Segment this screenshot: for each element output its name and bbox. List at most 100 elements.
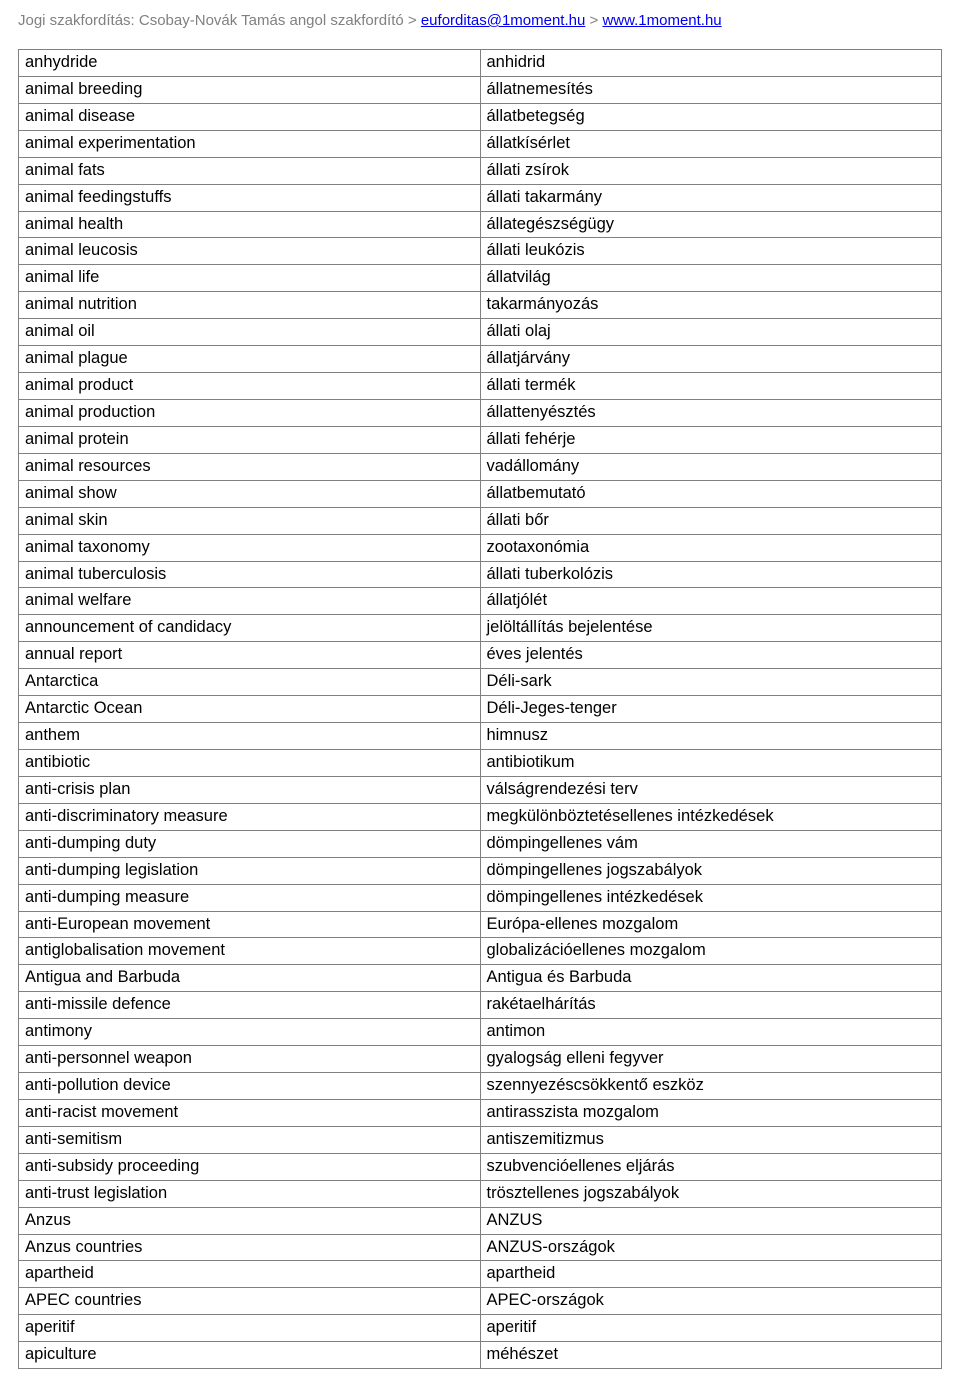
table-row: antimonyantimon: [19, 1019, 942, 1046]
term-english: anti-subsidy proceeding: [19, 1153, 481, 1180]
table-row: Antarctic OceanDéli-Jeges-tenger: [19, 696, 942, 723]
term-english: annual report: [19, 642, 481, 669]
term-hungarian: szubvencióellenes eljárás: [480, 1153, 942, 1180]
table-row: anti-dumping measuredömpingellenes intéz…: [19, 884, 942, 911]
table-row: animal feedingstuffsállati takarmány: [19, 184, 942, 211]
table-row: AnzusANZUS: [19, 1207, 942, 1234]
table-row: APEC countriesAPEC-országok: [19, 1288, 942, 1315]
term-english: animal feedingstuffs: [19, 184, 481, 211]
term-hungarian: állati bőr: [480, 507, 942, 534]
table-row: animal experimentationállatkísérlet: [19, 130, 942, 157]
term-hungarian: ANZUS: [480, 1207, 942, 1234]
term-hungarian: himnusz: [480, 723, 942, 750]
term-english: animal leucosis: [19, 238, 481, 265]
term-english: anti-trust legislation: [19, 1180, 481, 1207]
term-hungarian: zootaxonómia: [480, 534, 942, 561]
term-hungarian: Antigua és Barbuda: [480, 965, 942, 992]
term-hungarian: antimon: [480, 1019, 942, 1046]
term-english: APEC countries: [19, 1288, 481, 1315]
table-row: animal proteinállati fehérje: [19, 426, 942, 453]
term-english: animal breeding: [19, 76, 481, 103]
table-row: animal skinállati bőr: [19, 507, 942, 534]
term-hungarian: Európa-ellenes mozgalom: [480, 911, 942, 938]
term-english: anti-discriminatory measure: [19, 803, 481, 830]
term-hungarian: állati termék: [480, 373, 942, 400]
term-english: animal show: [19, 480, 481, 507]
term-english: animal health: [19, 211, 481, 238]
term-english: antimony: [19, 1019, 481, 1046]
term-english: animal production: [19, 399, 481, 426]
term-hungarian: Déli-sark: [480, 669, 942, 696]
term-english: animal welfare: [19, 588, 481, 615]
term-hungarian: méhészet: [480, 1342, 942, 1369]
table-row: animal lifeállatvilág: [19, 265, 942, 292]
term-hungarian: dömpingellenes intézkedések: [480, 884, 942, 911]
term-hungarian: dömpingellenes vám: [480, 830, 942, 857]
term-english: anti-dumping legislation: [19, 857, 481, 884]
term-hungarian: szennyezéscsökkentő eszköz: [480, 1073, 942, 1100]
table-row: animal oilállati olaj: [19, 319, 942, 346]
table-row: animal welfareállatjólét: [19, 588, 942, 615]
term-english: anti-personnel weapon: [19, 1046, 481, 1073]
term-hungarian: állatjólét: [480, 588, 942, 615]
table-row: anti-crisis planválságrendezési terv: [19, 776, 942, 803]
table-row: antiglobalisation movementglobalizációel…: [19, 938, 942, 965]
term-hungarian: anhidrid: [480, 50, 942, 77]
table-row: anhydrideanhidrid: [19, 50, 942, 77]
header-email-link[interactable]: euforditas@1moment.hu: [421, 12, 585, 29]
term-english: apiculture: [19, 1342, 481, 1369]
term-hungarian: állatkísérlet: [480, 130, 942, 157]
content-area: anhydrideanhidridanimal breedingállatnem…: [0, 37, 960, 1369]
term-english: animal protein: [19, 426, 481, 453]
table-row: anthemhimnusz: [19, 723, 942, 750]
term-english: animal disease: [19, 103, 481, 130]
term-hungarian: aperitif: [480, 1315, 942, 1342]
table-row: animal healthállategészségügy: [19, 211, 942, 238]
term-hungarian: gyalogság elleni fegyver: [480, 1046, 942, 1073]
term-english: anti-racist movement: [19, 1099, 481, 1126]
table-row: animal taxonomyzootaxonómia: [19, 534, 942, 561]
term-english: anthem: [19, 723, 481, 750]
term-english: Antigua and Barbuda: [19, 965, 481, 992]
term-hungarian: állategészségügy: [480, 211, 942, 238]
table-row: Antigua and BarbudaAntigua és Barbuda: [19, 965, 942, 992]
term-english: anti-dumping duty: [19, 830, 481, 857]
header-url-link[interactable]: www.1moment.hu: [602, 12, 721, 29]
term-hungarian: állati takarmány: [480, 184, 942, 211]
table-row: animal leucosisállati leukózis: [19, 238, 942, 265]
term-english: anti-missile defence: [19, 992, 481, 1019]
table-row: animal resourcesvadállomány: [19, 453, 942, 480]
term-hungarian: globalizációellenes mozgalom: [480, 938, 942, 965]
table-row: animal showállatbemutató: [19, 480, 942, 507]
term-english: animal experimentation: [19, 130, 481, 157]
term-hungarian: megkülönböztetésellenes intézkedések: [480, 803, 942, 830]
table-row: animal plagueállatjárvány: [19, 346, 942, 373]
term-english: anhydride: [19, 50, 481, 77]
term-english: animal skin: [19, 507, 481, 534]
term-hungarian: állati olaj: [480, 319, 942, 346]
term-hungarian: Déli-Jeges-tenger: [480, 696, 942, 723]
term-english: animal oil: [19, 319, 481, 346]
term-english: anti-pollution device: [19, 1073, 481, 1100]
term-hungarian: állati leukózis: [480, 238, 942, 265]
table-row: anti-personnel weapongyalogság elleni fe…: [19, 1046, 942, 1073]
term-english: antibiotic: [19, 749, 481, 776]
term-english: animal tuberculosis: [19, 561, 481, 588]
term-hungarian: ANZUS-országok: [480, 1234, 942, 1261]
term-hungarian: állatnemesítés: [480, 76, 942, 103]
table-row: anti-European movementEurópa-ellenes moz…: [19, 911, 942, 938]
table-row: anti-racist movementantirasszista mozgal…: [19, 1099, 942, 1126]
term-english: Antarctica: [19, 669, 481, 696]
table-row: AntarcticaDéli-sark: [19, 669, 942, 696]
term-hungarian: válságrendezési terv: [480, 776, 942, 803]
table-row: animal productionállattenyésztés: [19, 399, 942, 426]
term-english: apartheid: [19, 1261, 481, 1288]
term-hungarian: apartheid: [480, 1261, 942, 1288]
term-hungarian: állatbemutató: [480, 480, 942, 507]
table-row: aperitifaperitif: [19, 1315, 942, 1342]
term-english: antiglobalisation movement: [19, 938, 481, 965]
table-row: animal fatsállati zsírok: [19, 157, 942, 184]
term-english: anti-crisis plan: [19, 776, 481, 803]
table-row: Anzus countriesANZUS-országok: [19, 1234, 942, 1261]
term-hungarian: APEC-országok: [480, 1288, 942, 1315]
